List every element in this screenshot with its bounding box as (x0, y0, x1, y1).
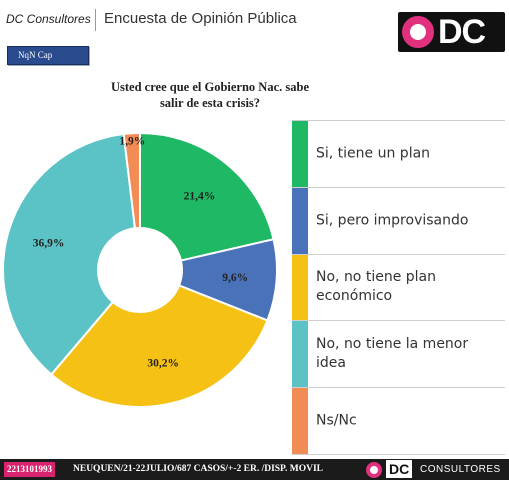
legend-swatch (292, 388, 308, 454)
pie-slice (122, 131, 141, 230)
slice-value-label: 30,2% (147, 358, 179, 370)
dc-logo: DC (398, 12, 505, 52)
legend-item: Si, pero improvisando (292, 187, 505, 255)
footer-survey-info: NEUQUEN/21-22JULIO/687 CASOS/+-2 ER. /DI… (73, 464, 323, 474)
legend-label: No, no tiene la menor idea (316, 336, 469, 372)
footer-logo-letters: DC (386, 460, 413, 478)
legend-swatch (292, 121, 308, 187)
legend-item: No, no tiene plan económico (292, 254, 505, 322)
legend-swatch (292, 321, 308, 388)
header-divider (95, 9, 96, 31)
legend-item: No, no tiene la menor idea (292, 321, 505, 389)
pie-slice (139, 131, 275, 262)
legend-label: Ns/Nc (316, 412, 357, 429)
donut-chart-svg: 21,4% 9,6% 30,2% 36,9% 1,9% (2, 131, 278, 408)
chart-legend: Si, tiene un plan Si, pero improvisando No… (292, 120, 505, 455)
footer-brand: CONSULTORES (420, 464, 501, 475)
legend-label: Si, tiene un plan (316, 145, 431, 162)
legend-label: Si, pero improvisando (316, 212, 469, 229)
legend-item: Si, tiene un plan (292, 121, 505, 188)
brand-name: DC Consultores (6, 12, 91, 26)
footer-logo-ring-icon (366, 462, 382, 478)
slice-value-label: 21,4% (184, 190, 216, 202)
donut-chart: 21,4% 9,6% 30,2% 36,9% 1,9% (0, 130, 290, 430)
legend-swatch (292, 254, 308, 321)
slice-value-label: 1,9% (119, 136, 145, 148)
pie-slice (2, 132, 137, 376)
logo-letters: DC (438, 13, 486, 51)
legend-item: Ns/Nc (292, 388, 505, 455)
page-title: Encuesta de Opinión Pública (104, 10, 297, 27)
footer-bar: 2213101993 NEUQUEN/21-22JULIO/687 CASOS/… (0, 459, 509, 480)
slice-value-label: 9,6% (222, 272, 248, 284)
pie-slice (49, 284, 269, 408)
legend-swatch (292, 187, 308, 254)
chart-title: Usted cree que el Gobierno Nac. sabe sal… (110, 80, 309, 110)
slice-value-label: 36,9% (33, 237, 65, 249)
legend-label: No, no tiene plan económico (316, 269, 436, 305)
footer-phone: 2213101993 (4, 462, 55, 477)
region-tag: NqN Cap (7, 46, 89, 65)
logo-ring-icon (402, 16, 434, 48)
